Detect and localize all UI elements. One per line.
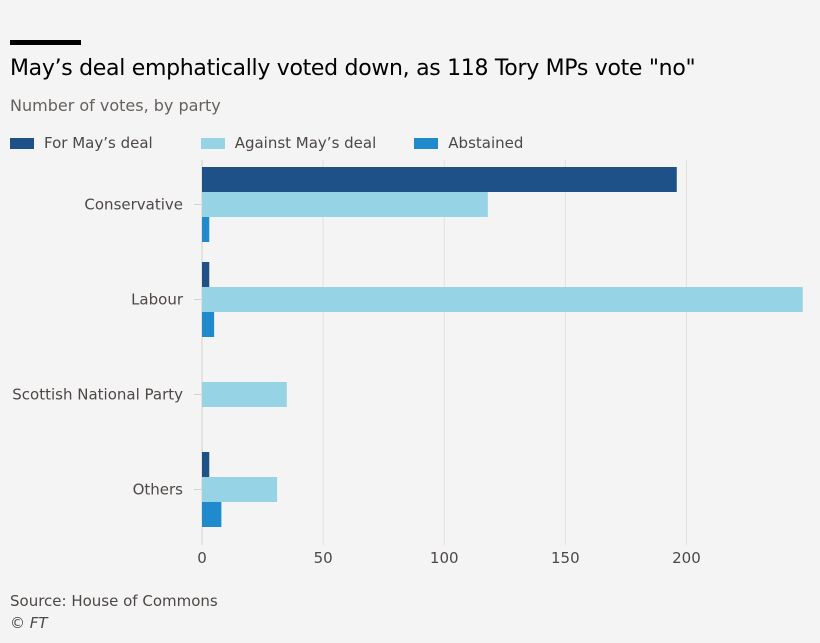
bar-scottish-national-party-1	[202, 382, 287, 407]
category-label: Others	[133, 481, 184, 499]
credit: © FT	[10, 614, 48, 632]
x-tick-label: 50	[314, 549, 333, 567]
bar-conservative-1	[202, 192, 488, 217]
bar-labour-2	[202, 312, 215, 337]
legend-label: For May’s deal	[44, 134, 153, 152]
bar-conservative-2	[202, 217, 210, 242]
header-rule	[10, 40, 81, 45]
legend: For May’s deal Against May’s deal Abstai…	[10, 134, 561, 152]
category-label: Conservative	[84, 196, 183, 214]
legend-item-against: Against May’s deal	[200, 134, 377, 152]
source-note: Source: House of Commons	[10, 592, 218, 610]
bar-others-1	[202, 477, 278, 502]
chart-title: May’s deal emphatically voted down, as 1…	[10, 56, 696, 81]
bar-labour-0	[202, 262, 210, 287]
bar-conservative-0	[202, 167, 677, 192]
legend-swatch	[414, 137, 439, 149]
legend-item-for: For May’s deal	[10, 134, 153, 152]
x-tick-label: 0	[197, 549, 207, 567]
chart-subtitle: Number of votes, by party	[10, 96, 221, 115]
legend-swatch	[10, 137, 34, 149]
category-label: Scottish National Party	[12, 386, 183, 404]
legend-label: Against May’s deal	[234, 134, 377, 152]
bar-others-2	[202, 502, 222, 527]
legend-swatch	[200, 137, 225, 149]
category-label: Labour	[131, 291, 184, 309]
x-tick-label: 200	[672, 549, 701, 567]
bar-labour-1	[202, 287, 803, 312]
x-tick-label: 150	[551, 549, 580, 567]
bar-others-0	[202, 452, 210, 477]
x-tick-label: 100	[430, 549, 459, 567]
legend-item-abstained: Abstained	[414, 134, 523, 152]
legend-label: Abstained	[448, 134, 524, 152]
